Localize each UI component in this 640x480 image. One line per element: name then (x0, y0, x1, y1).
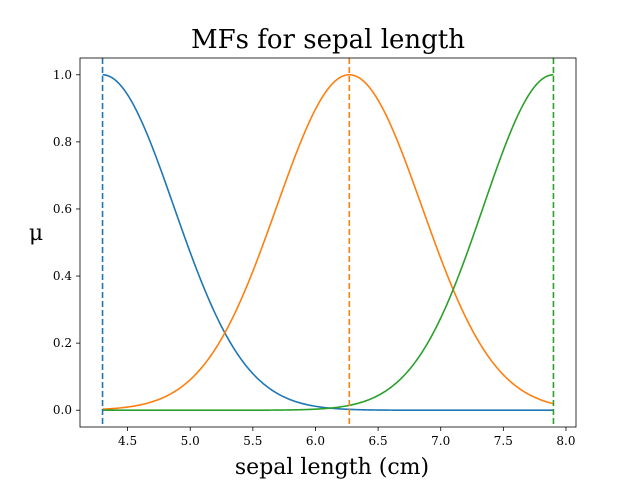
y-tick-label: 0.8 (53, 135, 72, 149)
x-tick-label: 4.5 (118, 434, 137, 448)
y-tick-label: 1.0 (53, 68, 72, 82)
y-tick-label: 0.0 (53, 403, 72, 417)
x-tick-label: 6.5 (369, 434, 388, 448)
x-axis-label: sepal length (cm) (235, 455, 429, 480)
y-tick-label: 0.4 (53, 269, 72, 283)
x-tick-label: 7.0 (431, 434, 450, 448)
x-tick-label: 7.5 (494, 434, 513, 448)
chart-title: MFs for sepal length (191, 25, 465, 55)
x-tick-label: 6.0 (306, 434, 325, 448)
plot-area: 4.5 5.0 5.5 6.0 6.5 7.0 7.5 8.0 0.0 0.2 0.4 0.6 0.8 1… (53, 57, 577, 448)
x-tick-label: 5.5 (243, 434, 262, 448)
y-tick-label: 0.2 (53, 336, 72, 350)
y-axis-label: μ (29, 221, 43, 246)
series-line-2 (102, 73, 554, 410)
y-tick-label: 0.6 (53, 202, 72, 216)
axes-frame (79, 57, 577, 428)
series-line-3 (102, 73, 554, 412)
x-tick-label: 8.0 (556, 434, 575, 448)
x-tick-label: 5.0 (181, 434, 200, 448)
